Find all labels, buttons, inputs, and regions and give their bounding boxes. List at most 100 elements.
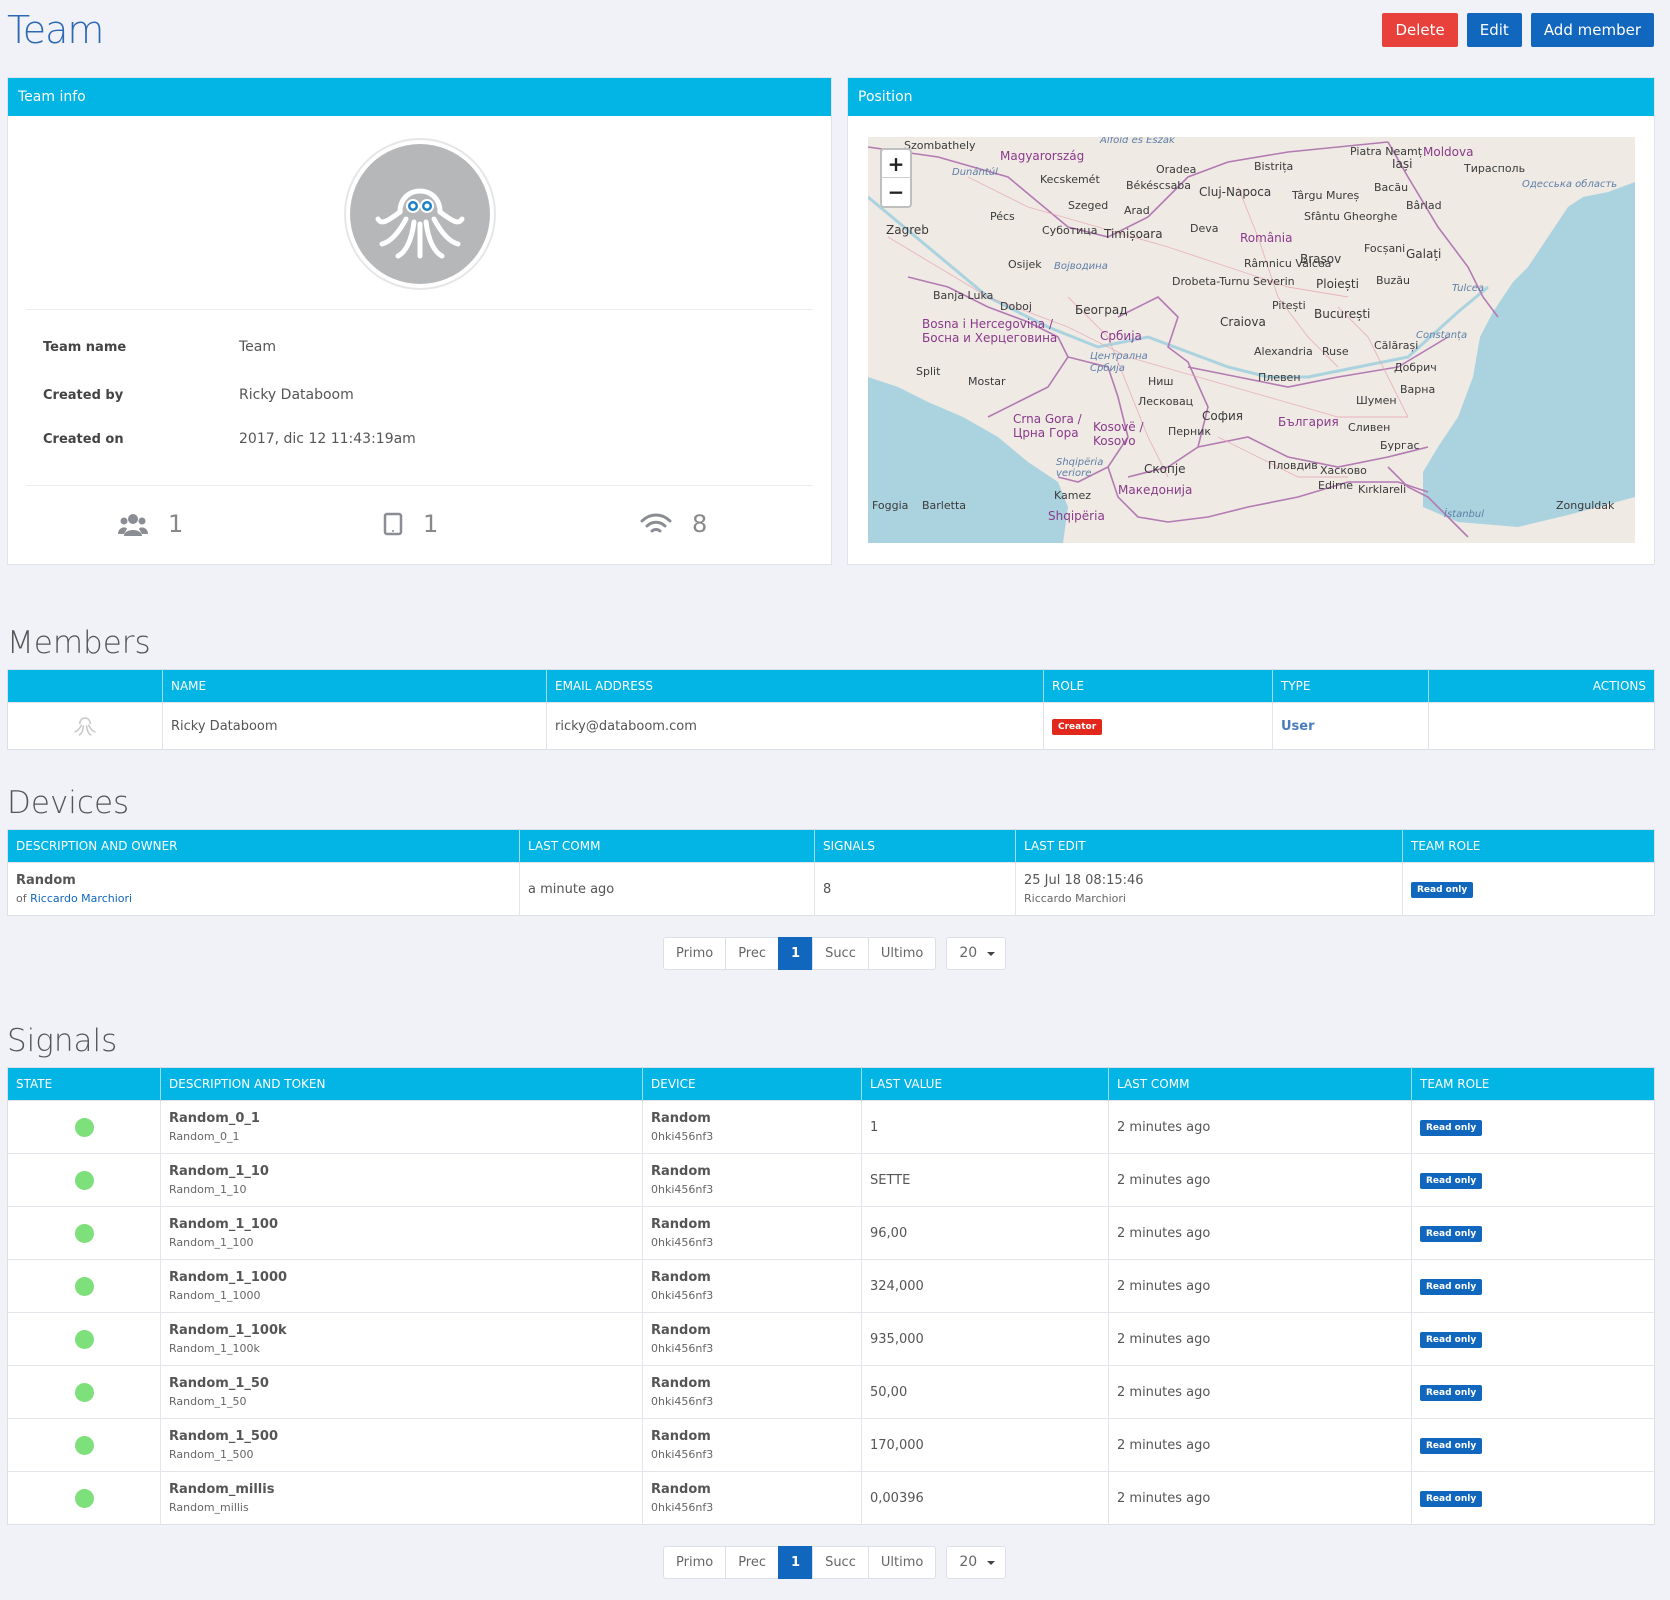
signal-last-value: 1 [861, 1100, 1109, 1154]
signal-name[interactable]: Random_1_100k [169, 1323, 287, 1338]
role-badge: Read only [1420, 1225, 1483, 1242]
device-id: 0hki456nf3 [651, 1395, 714, 1408]
pager-last[interactable]: Ultimo [867, 937, 937, 970]
signal-name[interactable]: Random_1_1000 [169, 1270, 288, 1285]
device-name[interactable]: Random [651, 1270, 711, 1285]
map-label: Split [916, 365, 941, 378]
table-row[interactable]: Ricky Databoom ricky@databoom.com Creato… [7, 702, 1655, 750]
signal-name[interactable]: Random_0_1 [169, 1111, 260, 1126]
zoom-out-button[interactable]: − [887, 180, 905, 204]
signal-last-comm: 2 minutes ago [1108, 1100, 1412, 1154]
zoom-in-button[interactable]: + [882, 150, 910, 178]
map-label: Bacău [1374, 181, 1409, 194]
map-label: България [1278, 415, 1339, 429]
table-row[interactable]: Random_1_50 Random_1_50 Random 0hki456nf3 50… [7, 1365, 1655, 1419]
role-badge: Read only [1420, 1490, 1483, 1507]
col-email[interactable]: EMAIL ADDRESS [546, 669, 1044, 703]
signal-name[interactable]: Random_1_500 [169, 1429, 279, 1444]
signal-description: Random_1_1000 Random_1_1000 [160, 1259, 643, 1313]
map-label: Arad [1124, 204, 1150, 217]
map-label: Oradea [1156, 163, 1197, 176]
tablet-icon [383, 512, 403, 536]
table-row[interactable]: Random_1_100 Random_1_100 Random 0hki456nf3… [7, 1206, 1655, 1260]
devices-pagination: Primo Prec 1 Succ Ultimo 20 [663, 937, 1007, 970]
table-row[interactable]: Random of Riccardo Marchiori a minute ag… [7, 862, 1655, 916]
map[interactable]: Szombathely Magyarország Dunántúl Alföld… [868, 137, 1635, 543]
map-label: Alföld és Észak [1100, 137, 1175, 146]
map-label: Târgu Mureș [1292, 189, 1360, 202]
table-row[interactable]: Random_0_1 Random_0_1 Random 0hki456nf3 1 2 m… [7, 1100, 1655, 1154]
col-actions: ACTIONS [1428, 669, 1655, 703]
signal-team-role: Read only [1411, 1206, 1655, 1260]
zoom-control: + − [880, 148, 912, 208]
device-name[interactable]: Random [651, 1376, 711, 1391]
col-name[interactable]: NAME [162, 669, 547, 703]
page-size-select[interactable]: 20 [946, 1546, 1007, 1579]
map-label: Shqipëria veriore [1056, 457, 1104, 479]
pager-prev[interactable]: Prec [725, 937, 780, 970]
pager-first[interactable]: Primo [663, 1546, 727, 1579]
table-row[interactable]: Random_1_500 Random_1_500 Random 0hki456nf3… [7, 1418, 1655, 1472]
table-row[interactable]: Random_millis Random_millis Random 0hki456n… [7, 1471, 1655, 1525]
col-type[interactable]: TYPE [1272, 669, 1429, 703]
map-label: İstanbul [1444, 509, 1485, 520]
signal-name[interactable]: Random_1_100 [169, 1217, 279, 1232]
type-link[interactable]: User [1281, 718, 1315, 734]
map-label: Kırklareli [1358, 483, 1407, 496]
role-badge: Creator [1052, 718, 1103, 735]
map-label: Călărași [1374, 339, 1419, 352]
signal-state [7, 1259, 161, 1313]
col-signals[interactable]: SIGNALS [814, 829, 1016, 863]
table-row[interactable]: Random_1_10 Random_1_10 Random 0hki456nf3 SE… [7, 1153, 1655, 1207]
device-name[interactable]: Random [651, 1111, 711, 1126]
edit-button[interactable]: Edit [1466, 13, 1522, 47]
col-state[interactable]: STATE [7, 1067, 161, 1101]
device-name[interactable]: Random [651, 1164, 711, 1179]
table-row[interactable]: Random_1_1000 Random_1_1000 Random 0hki456n… [7, 1259, 1655, 1313]
signal-name[interactable]: Random_1_50 [169, 1376, 269, 1391]
position-card: Position [847, 77, 1655, 565]
pager-prev[interactable]: Prec [725, 1546, 780, 1579]
pager-page[interactable]: 1 [778, 1546, 814, 1579]
map-label: Перник [1168, 425, 1212, 438]
device-name[interactable]: Random [651, 1323, 711, 1338]
col-last-comm[interactable]: LAST COMM [519, 829, 815, 863]
signal-description: Random_1_100 Random_1_100 [160, 1206, 643, 1260]
signal-last-comm: 2 minutes ago [1108, 1365, 1412, 1419]
map-label: Bârlad [1406, 199, 1442, 212]
pager-page[interactable]: 1 [778, 937, 814, 970]
table-row[interactable]: Random_1_100k Random_1_100k Random 0hki456n… [7, 1312, 1655, 1366]
owner-link[interactable]: Riccardo Marchiori [30, 892, 133, 905]
signal-team-role: Read only [1411, 1418, 1655, 1472]
signal-token: Random_1_50 [169, 1395, 247, 1408]
pager-next[interactable]: Succ [812, 937, 869, 970]
col-role[interactable]: ROLE [1043, 669, 1273, 703]
device-name[interactable]: Random [16, 873, 76, 888]
col-last-edit[interactable]: LAST EDIT [1015, 829, 1403, 863]
delete-button[interactable]: Delete [1382, 13, 1458, 47]
col-last-comm[interactable]: LAST COMM [1108, 1067, 1412, 1101]
device-name[interactable]: Random [651, 1429, 711, 1444]
col-team-role[interactable]: TEAM ROLE [1411, 1067, 1655, 1101]
col-description[interactable]: DESCRIPTION AND OWNER [7, 829, 520, 863]
map-label: Shqipëria [1048, 509, 1105, 523]
team-info-header: Team info [8, 78, 831, 116]
col-last-value[interactable]: LAST VALUE [861, 1067, 1109, 1101]
signal-name[interactable]: Random_1_10 [169, 1164, 269, 1179]
signal-last-value: 96,00 [861, 1206, 1109, 1260]
col-description-token[interactable]: DESCRIPTION AND TOKEN [160, 1067, 643, 1101]
signal-name[interactable]: Random_millis [169, 1482, 275, 1497]
page-size-select[interactable]: 20 [946, 937, 1007, 970]
map-label: Ruse [1322, 345, 1349, 358]
owner-prefix: of [16, 892, 31, 905]
device-last-comm: a minute ago [519, 862, 815, 916]
pager-next[interactable]: Succ [812, 1546, 869, 1579]
device-name[interactable]: Random [651, 1482, 711, 1497]
pager-first[interactable]: Primo [663, 937, 727, 970]
add-member-button[interactable]: Add member [1530, 13, 1654, 47]
col-team-role[interactable]: TEAM ROLE [1402, 829, 1655, 863]
pager-last[interactable]: Ultimo [867, 1546, 937, 1579]
col-device[interactable]: DEVICE [642, 1067, 862, 1101]
device-name[interactable]: Random [651, 1217, 711, 1232]
map-label: Kecskemét [1040, 173, 1100, 186]
